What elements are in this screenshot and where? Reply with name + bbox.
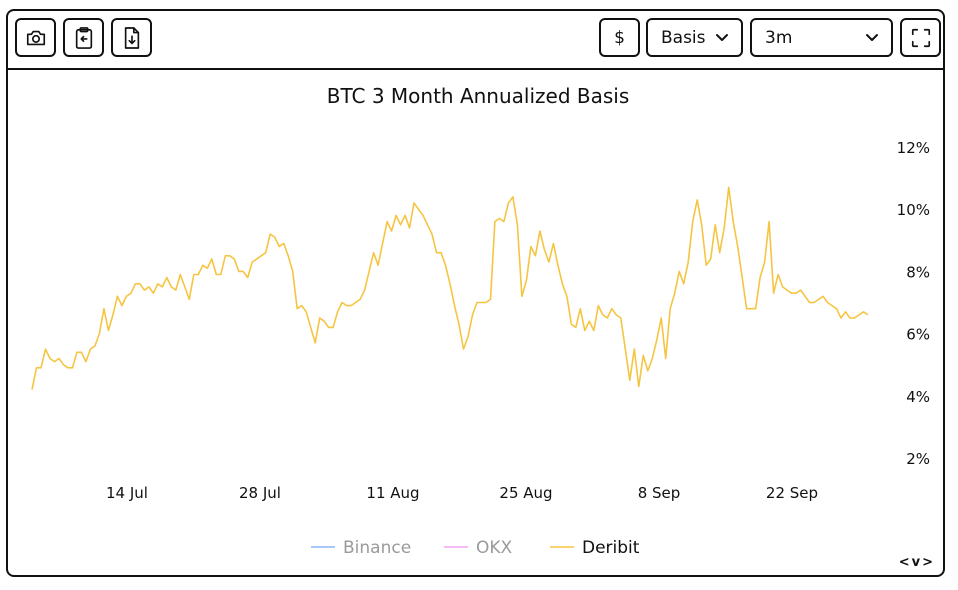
- copy-to-clipboard-button[interactable]: [63, 18, 104, 57]
- currency-button[interactable]: $: [599, 18, 640, 57]
- y-tick-label: 8%: [906, 263, 930, 281]
- chevron-down-icon: [716, 33, 728, 41]
- metric-select[interactable]: Basis: [646, 18, 743, 57]
- legend-label: Deribit: [582, 538, 640, 558]
- toolbar: $ Basis 3m: [8, 11, 943, 70]
- y-axis-tick-labels: 12% 10% 8% 6% 4% 2%: [897, 139, 930, 468]
- download-file-icon: [124, 26, 139, 49]
- chart-panel: $ Basis 3m BTC 3 Month Annualized Basis …: [6, 9, 945, 577]
- x-tick-label: 11 Aug: [366, 484, 419, 502]
- legend-item-deribit[interactable]: Deribit: [550, 538, 640, 558]
- chart-title: BTC 3 Month Annualized Basis: [327, 84, 630, 108]
- basis-line-chart: BTC 3 Month Annualized Basis 12% 10% 8% 6% 4…: [31, 84, 930, 558]
- x-tick-label: 25 Aug: [499, 484, 552, 502]
- metric-select-value: Basis: [661, 27, 706, 48]
- legend-label: OKX: [476, 538, 513, 558]
- download-button[interactable]: [111, 18, 152, 57]
- y-tick-label: 12%: [897, 139, 930, 157]
- legend-label: Binance: [343, 538, 411, 558]
- nav-prev[interactable]: <: [898, 555, 912, 570]
- y-tick-label: 4%: [906, 388, 930, 406]
- series-line-deribit: [31, 186, 869, 390]
- period-select-value: 3m: [765, 27, 793, 48]
- legend-item-okx[interactable]: OKX: [444, 538, 513, 558]
- x-tick-label: 28 Jul: [239, 484, 281, 502]
- period-select[interactable]: 3m: [750, 18, 893, 57]
- plot-area: [31, 186, 869, 390]
- legend-item-binance[interactable]: Binance: [311, 538, 411, 558]
- chevron-down-icon: [866, 33, 878, 41]
- x-tick-label: 8 Sep: [638, 484, 681, 502]
- chart-nav[interactable]: <v>: [899, 555, 935, 570]
- clipboard-icon: [75, 26, 92, 49]
- nav-next[interactable]: >: [922, 555, 935, 570]
- y-tick-label: 2%: [906, 450, 930, 468]
- x-tick-label: 14 Jul: [106, 484, 148, 502]
- screenshot-button[interactable]: [15, 18, 56, 57]
- y-tick-label: 10%: [897, 201, 930, 219]
- x-tick-label: 22 Sep: [766, 484, 818, 502]
- x-axis-tick-labels: 14 Jul 28 Jul 11 Aug 25 Aug 8 Sep 22 Sep: [106, 484, 818, 502]
- currency-label: $: [614, 27, 625, 48]
- y-tick-label: 6%: [906, 326, 930, 344]
- fullscreen-icon: [911, 28, 930, 47]
- legend: Binance OKX Deribit: [311, 538, 640, 558]
- camera-icon: [26, 30, 45, 45]
- fullscreen-button[interactable]: [900, 18, 941, 57]
- nav-label[interactable]: v: [911, 555, 923, 570]
